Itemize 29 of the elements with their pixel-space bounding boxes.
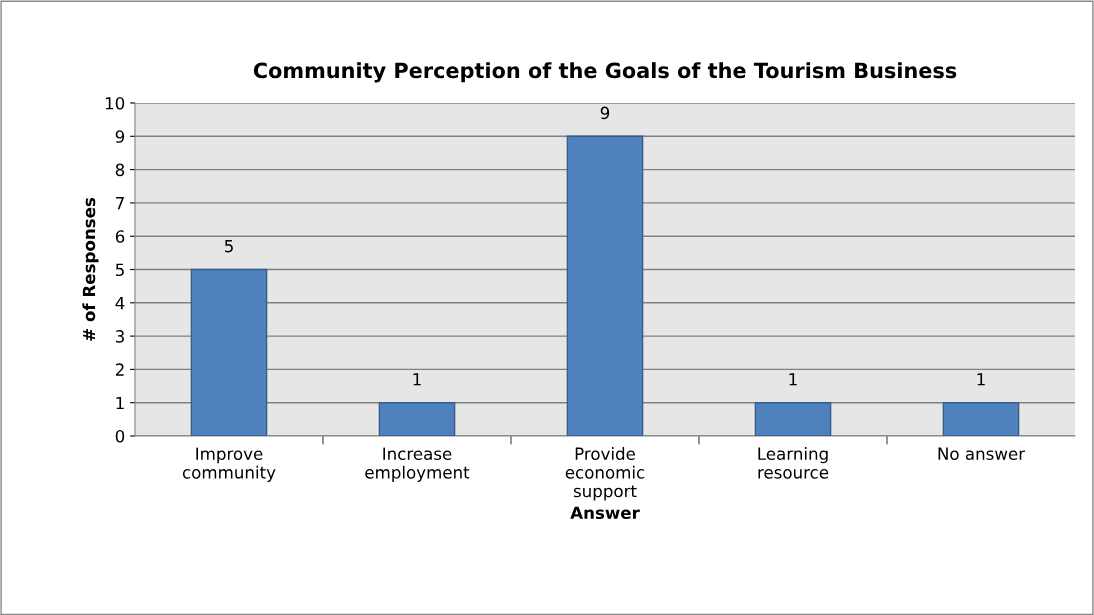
- chart-title: Community Perception of the Goals of the Tourism Business: [253, 62, 957, 83]
- x-tick-label: Increase employment: [365, 447, 470, 482]
- data-label: 1: [789, 373, 797, 386]
- y-axis-title: # of Responses: [82, 197, 99, 341]
- data-label: 5: [224, 239, 233, 253]
- x-tick-label: No answer: [938, 447, 1026, 461]
- data-label: 1: [413, 373, 421, 386]
- y-tick-label: 4: [115, 296, 125, 310]
- y-tick-label: 9: [115, 130, 125, 143]
- y-tick-label: 5: [115, 263, 124, 277]
- y-tick-label: 7: [116, 197, 124, 210]
- bar: [754, 402, 832, 436]
- bar: [378, 402, 456, 436]
- x-axis-title: Answer: [570, 506, 640, 520]
- x-tick-label: Provide economic support: [565, 447, 645, 501]
- data-label: 1: [977, 373, 985, 386]
- bar: [566, 135, 644, 436]
- data-label: 9: [600, 106, 610, 120]
- bar: [190, 268, 268, 436]
- x-tick-label: Learning resource: [758, 447, 829, 479]
- bar: [942, 402, 1020, 436]
- y-tick-label: 1: [116, 396, 124, 410]
- y-tick-label: 2: [115, 363, 124, 376]
- y-tick-label: 6: [115, 230, 125, 243]
- y-tick-label: 3: [115, 330, 124, 343]
- y-tick-label: 8: [115, 163, 125, 177]
- y-tick-label: 0: [115, 429, 125, 443]
- x-tick-label: Improve community: [182, 447, 276, 482]
- y-tick-label: 10: [105, 96, 125, 110]
